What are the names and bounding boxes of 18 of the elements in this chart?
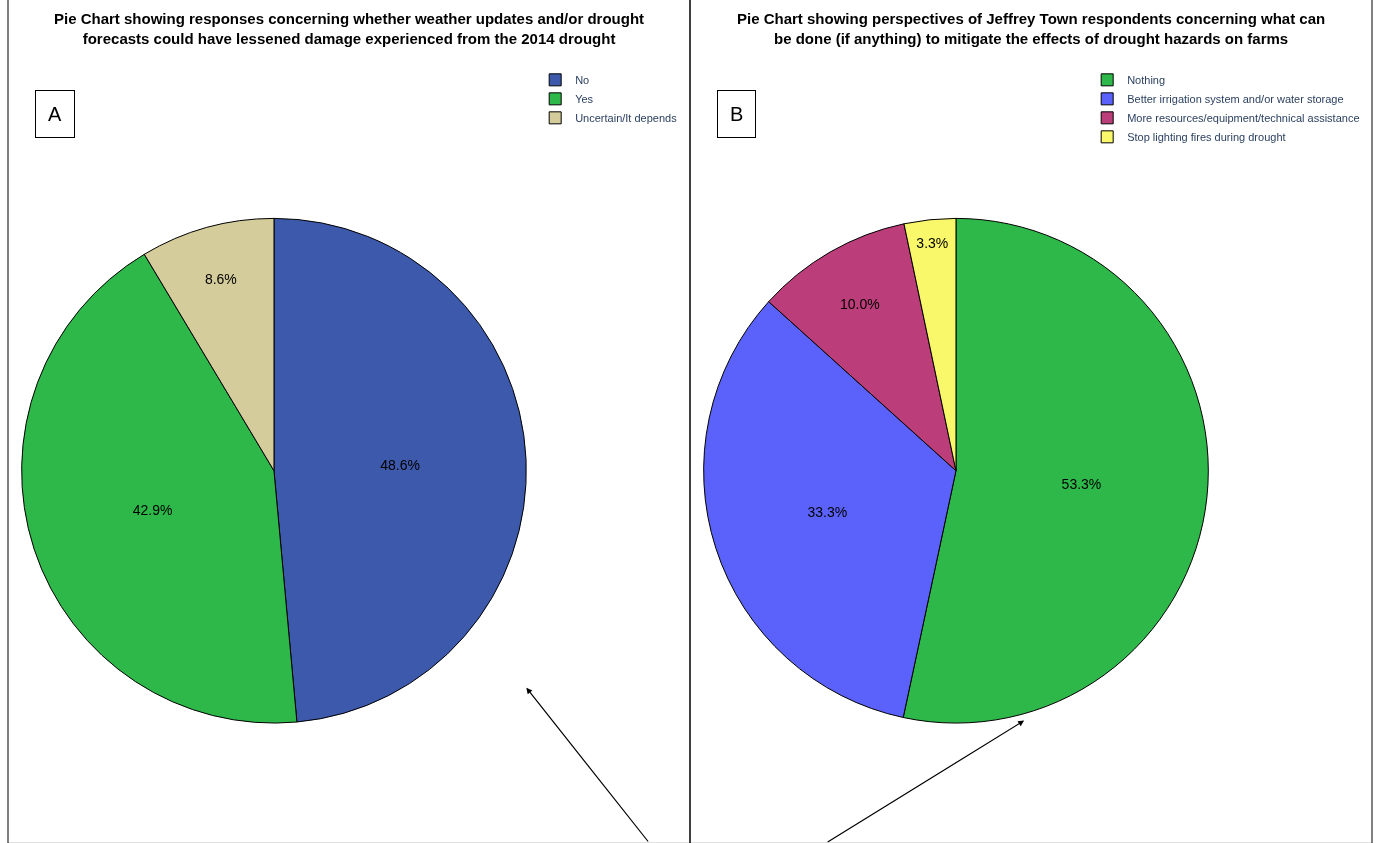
legend-label: Yes [575, 93, 594, 106]
text: A [48, 103, 62, 125]
legend-label: More resources/equipment/technical assistance [1127, 112, 1360, 125]
data-label: 8.6% [204, 270, 237, 287]
data-label: 53.3% [1061, 476, 1102, 492]
data-label: 42.9% [132, 502, 173, 519]
legend-label: No [575, 74, 590, 87]
data-label: 3.3% [916, 235, 949, 252]
legend-label: Uncertain/It depends [575, 112, 678, 125]
data-label: 33.3% [807, 504, 848, 521]
text: B [730, 103, 744, 125]
legend-label: Better irrigation system and/or water storage [1127, 93, 1344, 106]
legend-label: Nothing [1127, 74, 1166, 87]
data-label: 10.0% [840, 295, 880, 312]
legend-label: Stop lighting fires during drought [1127, 131, 1286, 144]
chart-title: Pie Chart showing perspectives of Jeffrey Town respondents concerning what can be done (if anything) to mitigate the effects of drought hazards on farms [737, 10, 1326, 47]
data-label: 48.6% [380, 456, 420, 473]
chart-title: Pie Chart showing responses concerning whether weather updates and/or drought forecasts could have lessened damage experienced from the 2014 drought [54, 10, 645, 47]
